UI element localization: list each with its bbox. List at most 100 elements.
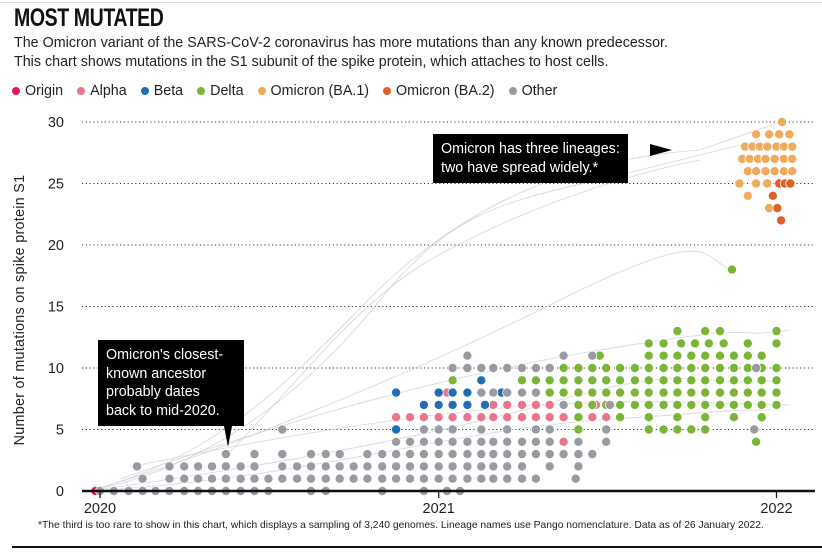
data-point-other xyxy=(502,473,513,484)
data-point-delta xyxy=(728,387,739,398)
data-point-other xyxy=(517,449,528,460)
data-point-delta xyxy=(715,326,726,337)
data-point-delta xyxy=(742,350,753,361)
data-point-omicron-ba-1 xyxy=(764,203,775,214)
data-point-delta xyxy=(728,412,739,423)
data-point-alpha xyxy=(488,399,499,410)
data-point-other xyxy=(488,449,499,460)
data-point-other xyxy=(377,449,388,460)
data-point-other xyxy=(573,449,584,460)
data-point-delta xyxy=(751,436,762,447)
data-point-other xyxy=(502,436,513,447)
data-point-other xyxy=(404,449,415,460)
legend-dot-icon xyxy=(12,87,20,95)
data-point-alpha xyxy=(558,412,569,423)
legend-item-origin: Origin xyxy=(12,83,63,99)
data-point-other xyxy=(488,461,499,472)
legend-dot-icon xyxy=(508,87,517,95)
data-point-other xyxy=(249,449,260,460)
data-point-delta xyxy=(756,375,767,386)
data-point-other xyxy=(179,473,190,484)
data-point-delta xyxy=(700,362,711,373)
data-point-delta xyxy=(658,424,669,435)
data-point-other xyxy=(447,473,458,484)
data-point-delta xyxy=(615,399,626,410)
data-point-delta xyxy=(756,387,767,398)
data-point-other xyxy=(601,436,612,447)
data-point-delta xyxy=(672,362,683,373)
chart-title: MOST MUTATED xyxy=(14,4,164,32)
data-point-delta xyxy=(700,412,711,423)
legend-item-delta: Delta xyxy=(197,83,244,99)
data-point-delta xyxy=(643,362,654,373)
data-point-delta xyxy=(629,399,640,410)
legend-dot-icon xyxy=(140,87,149,95)
data-point-other xyxy=(235,473,246,484)
data-point-other xyxy=(418,461,429,472)
data-point-omicron-ba-1 xyxy=(769,153,780,164)
data-point-other xyxy=(530,449,541,460)
data-point-other xyxy=(137,473,148,484)
data-point-other xyxy=(277,449,288,460)
bottom-rule xyxy=(12,546,822,548)
data-point-other xyxy=(476,473,487,484)
data-point-other xyxy=(391,461,402,472)
data-point-beta xyxy=(447,387,458,398)
data-point-delta xyxy=(629,362,640,373)
data-point-delta xyxy=(742,375,753,386)
data-point-delta xyxy=(558,362,569,373)
data-point-other xyxy=(277,473,288,484)
data-point-omicron-ba-2 xyxy=(785,178,796,189)
data-point-other xyxy=(305,461,316,472)
data-point-delta xyxy=(727,264,738,275)
legend-dot-icon xyxy=(77,87,86,95)
annotation-line: Omicron's closest- xyxy=(106,347,224,363)
data-point-other xyxy=(433,436,444,447)
data-point-delta xyxy=(573,399,584,410)
data-point-other xyxy=(544,449,555,460)
data-point-alpha xyxy=(447,412,458,423)
data-point-delta xyxy=(672,424,683,435)
data-point-delta xyxy=(728,350,739,361)
data-point-delta xyxy=(615,362,626,373)
data-point-delta xyxy=(573,412,584,423)
data-point-other xyxy=(433,473,444,484)
data-point-delta xyxy=(672,326,683,337)
data-point-delta xyxy=(658,375,669,386)
data-point-delta xyxy=(544,387,555,398)
data-point-other xyxy=(573,436,584,447)
data-point-other xyxy=(193,473,204,484)
data-point-delta xyxy=(756,412,767,423)
data-point-alpha xyxy=(517,412,528,423)
data-point-other xyxy=(476,362,487,373)
data-point-delta xyxy=(700,350,711,361)
data-point-other xyxy=(249,461,260,472)
data-point-other xyxy=(530,387,541,398)
data-point-other xyxy=(462,473,473,484)
data-point-delta xyxy=(658,362,669,373)
data-point-delta xyxy=(686,399,697,410)
data-point-delta xyxy=(771,375,782,386)
data-point-omicron-ba-1 xyxy=(762,141,773,152)
data-point-other xyxy=(305,473,316,484)
data-point-delta xyxy=(715,350,726,361)
data-point-other xyxy=(517,387,528,398)
data-point-delta xyxy=(615,387,626,398)
data-point-other xyxy=(334,473,345,484)
data-point-other xyxy=(517,473,528,484)
data-point-other xyxy=(517,362,528,373)
data-point-other xyxy=(462,461,473,472)
data-point-delta xyxy=(573,424,584,435)
data-point-delta xyxy=(718,338,729,349)
data-point-other xyxy=(131,461,142,472)
data-point-other xyxy=(164,473,175,484)
legend-item-alpha: Alpha xyxy=(77,83,127,99)
legend-dot-icon xyxy=(383,87,392,95)
lineage-line xyxy=(87,409,771,492)
data-point-delta xyxy=(728,362,739,373)
data-point-other xyxy=(476,424,487,435)
data-point-beta xyxy=(433,387,444,398)
data-point-other xyxy=(476,449,487,460)
data-point-alpha xyxy=(517,399,528,410)
